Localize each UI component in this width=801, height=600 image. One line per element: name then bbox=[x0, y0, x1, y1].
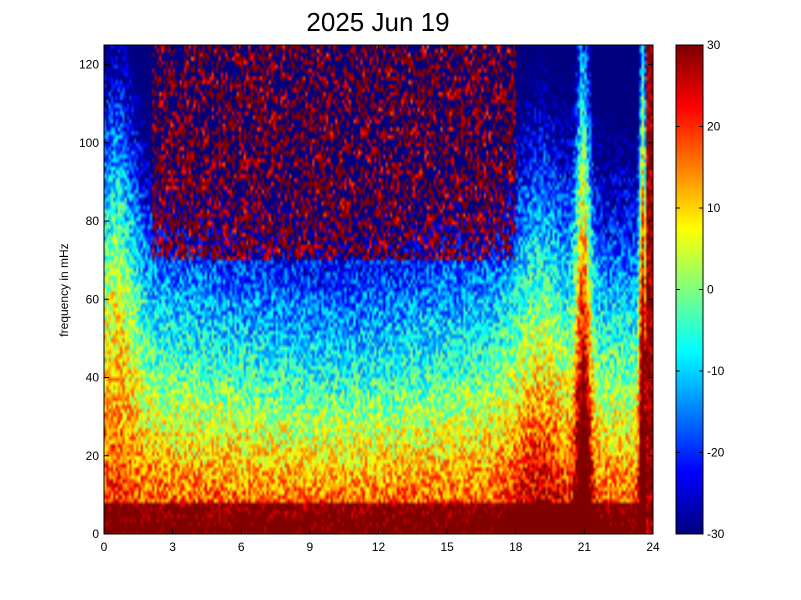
colorbar-tick-label: 30 bbox=[707, 38, 721, 52]
colorbar-gradient bbox=[676, 45, 703, 534]
x-tick-label: 3 bbox=[169, 540, 176, 554]
colorbar-tick-label: 20 bbox=[707, 120, 721, 134]
y-tick-label: 120 bbox=[79, 58, 99, 72]
y-tick-label: 0 bbox=[92, 527, 99, 541]
x-tick-label: 24 bbox=[646, 540, 660, 554]
y-tick-label: 60 bbox=[86, 292, 100, 306]
x-tick-label: 0 bbox=[101, 540, 108, 554]
x-tick-label: 6 bbox=[238, 540, 245, 554]
y-tick-label: 40 bbox=[86, 371, 100, 385]
x-tick-label: 12 bbox=[372, 540, 386, 554]
spectrogram-heatmap bbox=[104, 45, 653, 534]
x-tick-label: 9 bbox=[307, 540, 314, 554]
y-tick-label: 100 bbox=[79, 136, 99, 150]
colorbar-tick-label: -30 bbox=[707, 527, 725, 541]
x-tick-label: 15 bbox=[440, 540, 454, 554]
y-tick-label: 20 bbox=[86, 449, 100, 463]
y-tick-label: 80 bbox=[86, 214, 100, 228]
colorbar-ticks: 30 20 10 0 -10 -20 -30 bbox=[676, 38, 725, 541]
colorbar-tick-label: -10 bbox=[707, 364, 725, 378]
colorbar-tick-label: 10 bbox=[707, 201, 721, 215]
x-tick-label: 21 bbox=[578, 540, 592, 554]
x-tick-label: 18 bbox=[509, 540, 523, 554]
plot-area bbox=[103, 44, 654, 535]
colorbar-tick-label: -20 bbox=[707, 446, 725, 460]
chart-title: 2025 Jun 19 bbox=[306, 7, 449, 37]
colorbar: 30 20 10 0 -10 -20 -30 bbox=[675, 38, 725, 541]
colorbar-tick-label: 0 bbox=[707, 283, 714, 297]
x-axis: 0 3 6 9 12 15 18 21 24 bbox=[101, 45, 660, 554]
y-axis: 0 20 40 60 80 100 120 bbox=[79, 58, 653, 541]
y-axis-label: frequency in mHz bbox=[57, 243, 71, 336]
